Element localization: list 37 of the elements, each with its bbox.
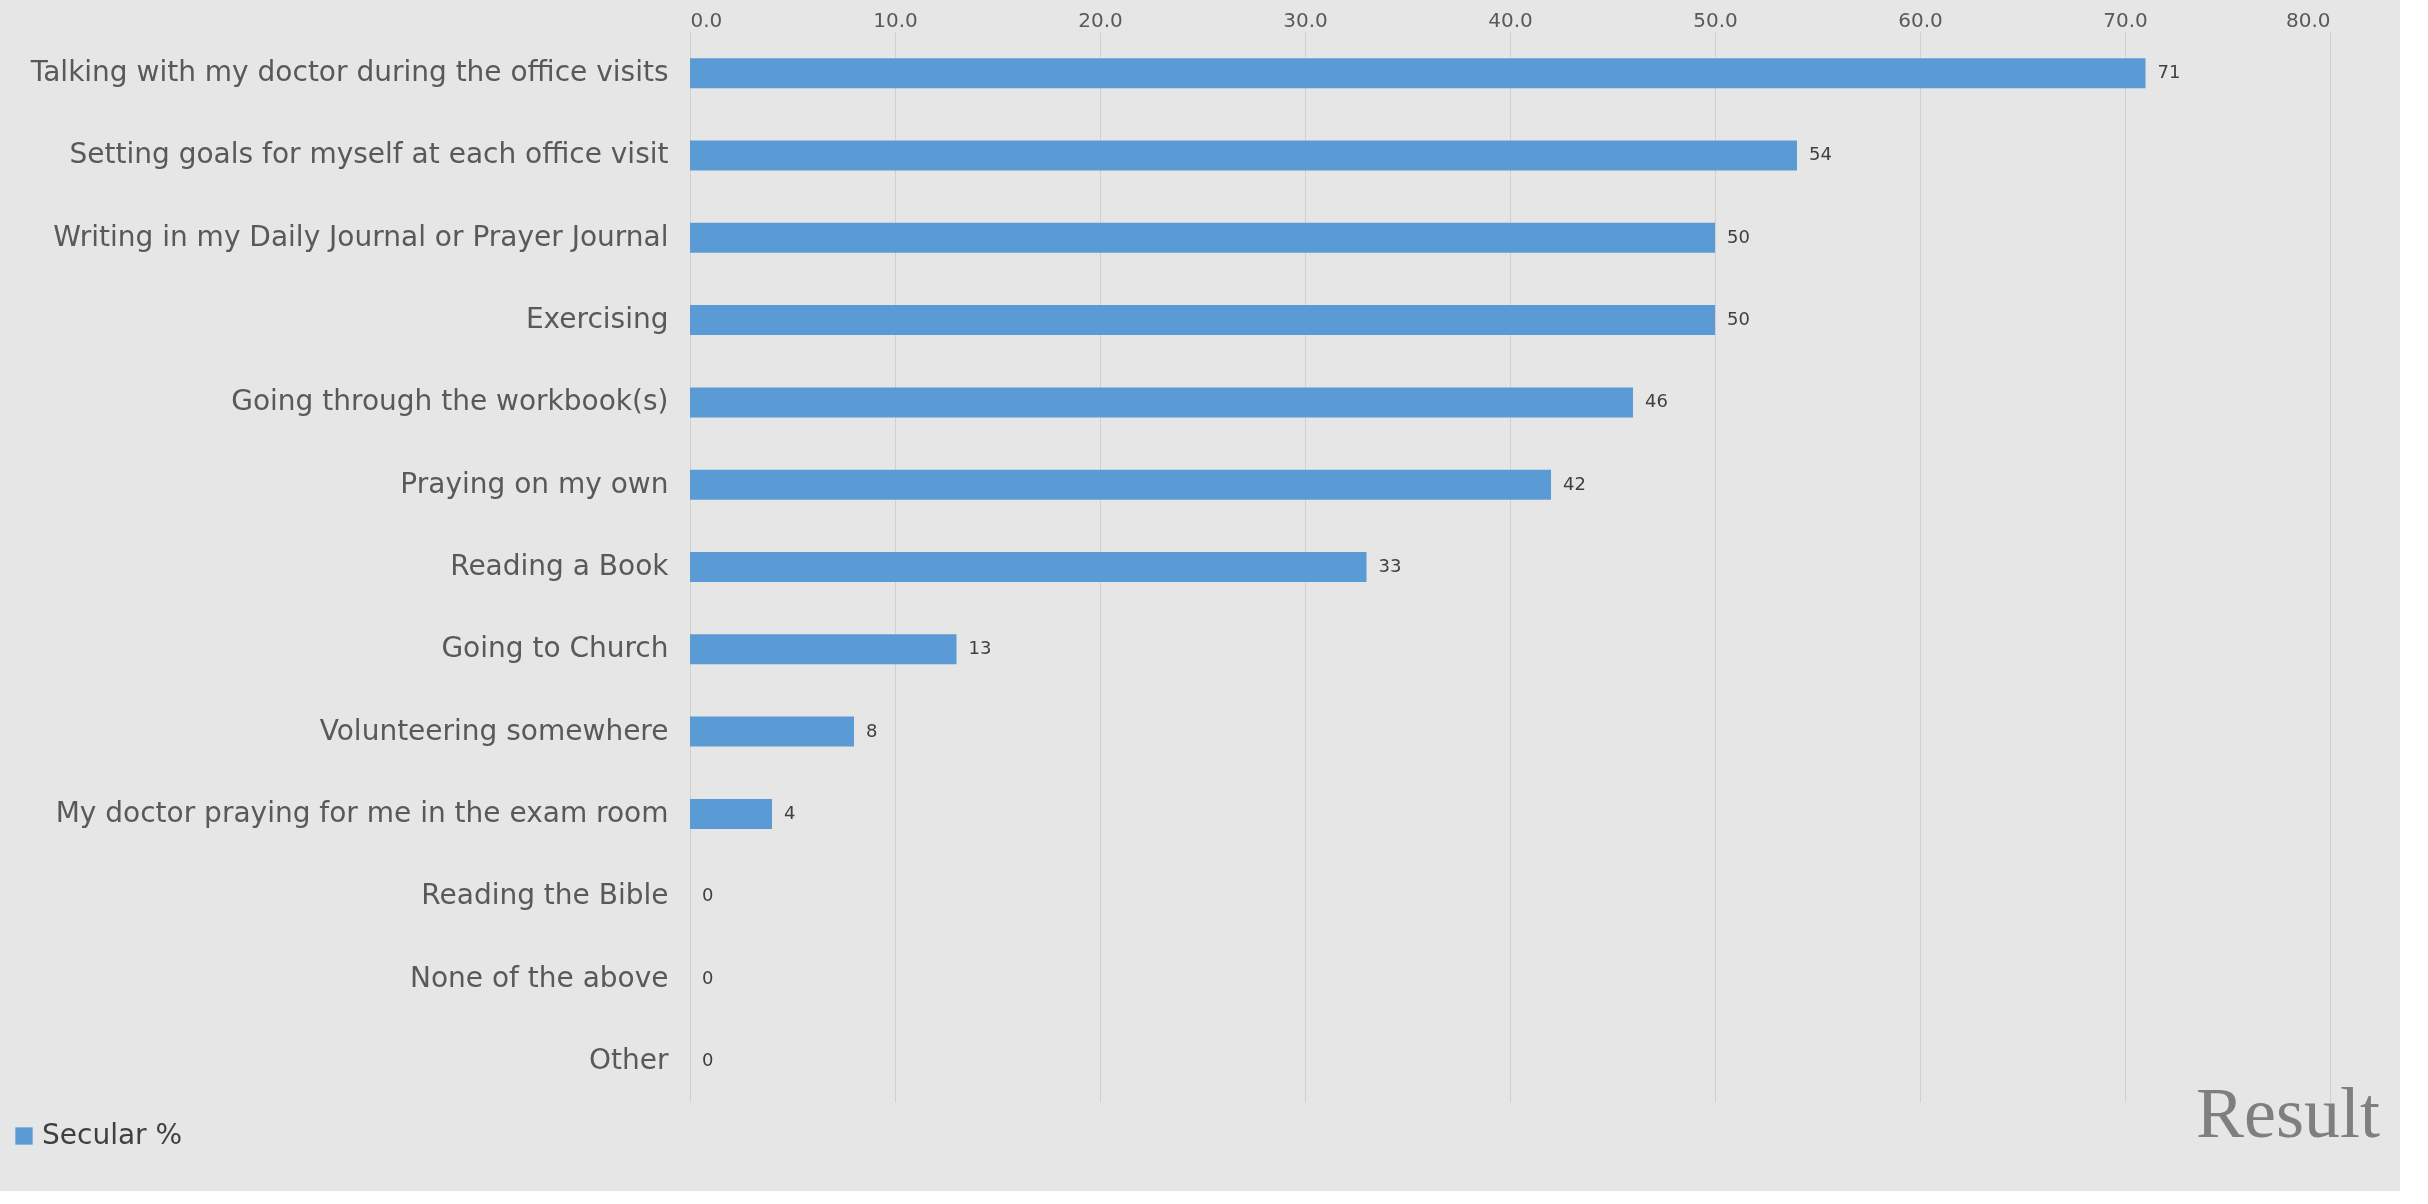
y-tick-label: Writing in my Daily Journal or Prayer Journal: [53, 219, 669, 253]
y-tick-label: Setting goals for myself at each office visit: [69, 137, 669, 171]
y-tick-label: Going through the workbook(s): [231, 384, 669, 418]
data-label: 8: [866, 719, 878, 741]
y-tick-label: Exercising: [525, 302, 669, 336]
y-tick-label: Other: [588, 1042, 669, 1076]
x-tick-label: 50.0: [1693, 7, 1738, 32]
data-label: 0: [702, 966, 714, 988]
x-tick-label: 70.0: [2103, 7, 2148, 32]
x-tick-label: 20.0: [1078, 7, 1123, 32]
data-label: 0: [702, 884, 714, 906]
x-tick-label: 10.0: [873, 7, 918, 32]
y-tick-label: Praying on my own: [400, 466, 669, 500]
data-label: 50: [1727, 225, 1750, 247]
data-label: 33: [1378, 555, 1402, 576]
x-tick-label: 30.0: [1283, 7, 1328, 32]
data-label: 4: [784, 801, 796, 823]
data-label: 42: [1563, 472, 1586, 494]
y-tick-label: Talking with my doctor during the office visits: [29, 55, 669, 89]
data-label: 54: [1809, 143, 1832, 165]
annotation: Result: [2195, 1073, 2380, 1153]
y-tick-label: None of the above: [409, 960, 669, 994]
x-tick-label: 0.0: [690, 7, 723, 32]
y-tick-label: Reading a Book: [450, 549, 670, 582]
y-tick-label: Reading the Bible: [421, 878, 669, 912]
x-tick-label: 60.0: [1898, 7, 1943, 32]
data-label: 71: [2157, 61, 2181, 83]
data-label: 13: [968, 637, 992, 659]
data-label: 50: [1727, 308, 1750, 330]
y-tick-label: My doctor praying for me in the exam room: [55, 795, 669, 829]
data-label: 46: [1645, 390, 1668, 412]
y-tick-label: Going to Church: [441, 631, 669, 665]
y-tick-label: Volunteering somewhere: [319, 713, 669, 747]
data-label: 0: [702, 1048, 714, 1070]
x-tick-label: 80.0: [2285, 7, 2331, 32]
x-tick-label: 40.0: [1488, 7, 1533, 32]
legend-label: Secular %: [42, 1118, 183, 1151]
